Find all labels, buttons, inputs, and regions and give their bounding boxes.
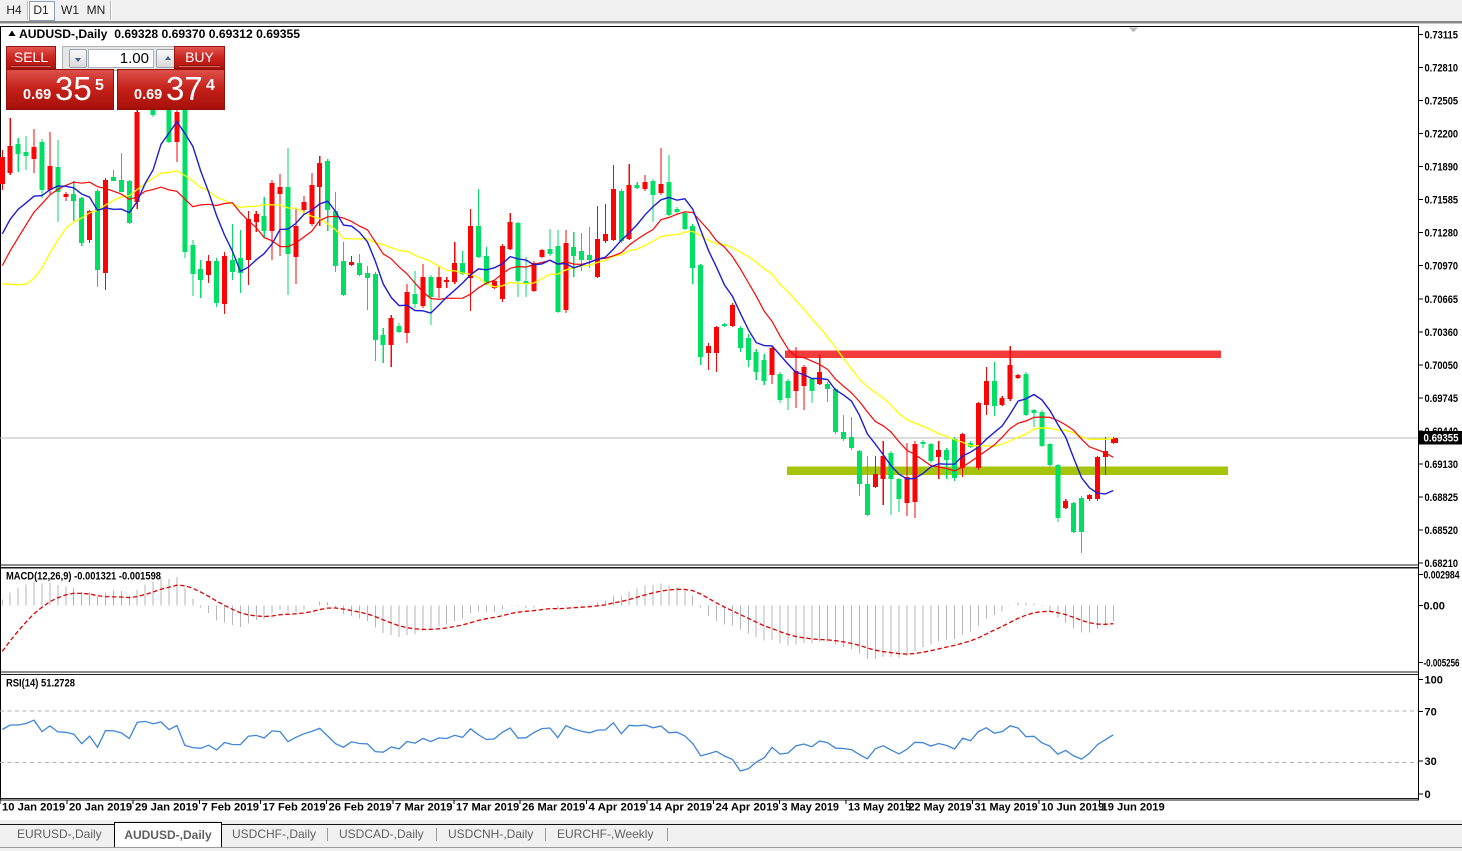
svg-text:3 May 2019: 3 May 2019	[782, 802, 840, 814]
svg-text:0.68520: 0.68520	[1425, 525, 1459, 537]
svg-text:0.69745: 0.69745	[1425, 393, 1459, 405]
svg-text:0.70665: 0.70665	[1425, 294, 1459, 306]
svg-text:0.72200: 0.72200	[1425, 129, 1459, 141]
svg-text:0.71280: 0.71280	[1425, 228, 1459, 240]
svg-text:0.68825: 0.68825	[1425, 492, 1459, 504]
svg-text:14 Apr 2019: 14 Apr 2019	[649, 802, 712, 814]
svg-text:17 Feb 2019: 17 Feb 2019	[263, 802, 326, 814]
svg-text:29 Jan 2019: 29 Jan 2019	[135, 802, 198, 814]
svg-text:100: 100	[1425, 674, 1443, 686]
svg-text:0.70360: 0.70360	[1425, 327, 1459, 339]
svg-text:19 Jun 2019: 19 Jun 2019	[1102, 802, 1165, 814]
svg-text:0.69355: 0.69355	[1424, 433, 1459, 445]
svg-text:31 May 2019: 31 May 2019	[975, 802, 1038, 814]
svg-text:0.70050: 0.70050	[1425, 360, 1459, 372]
svg-text:-0.005256: -0.005256	[1424, 657, 1460, 669]
svg-text:0.69130: 0.69130	[1425, 459, 1459, 471]
svg-text:0.71890: 0.71890	[1425, 162, 1459, 174]
svg-text:7 Feb 2019: 7 Feb 2019	[202, 802, 260, 814]
svg-text:26 Mar 2019: 26 Mar 2019	[522, 802, 585, 814]
svg-text:20 Jan 2019: 20 Jan 2019	[69, 802, 132, 814]
svg-text:0.002984: 0.002984	[1424, 570, 1461, 582]
svg-text:17 Mar 2019: 17 Mar 2019	[456, 802, 519, 814]
svg-text:AUDUSD-,Daily 0.69328 0.69370: AUDUSD-,Daily 0.69328 0.69370 0.69312 0.…	[19, 27, 300, 41]
svg-text:22 May 2019: 22 May 2019	[909, 802, 972, 814]
svg-text:0.71585: 0.71585	[1425, 195, 1459, 207]
svg-text:0.72810: 0.72810	[1425, 63, 1459, 75]
svg-text:0.73115: 0.73115	[1425, 30, 1459, 42]
svg-text:70: 70	[1425, 706, 1437, 718]
svg-text:0.70970: 0.70970	[1425, 261, 1459, 273]
svg-text:26 Feb 2019: 26 Feb 2019	[329, 802, 392, 814]
svg-text:30: 30	[1425, 756, 1437, 768]
svg-text:0.72505: 0.72505	[1425, 96, 1459, 108]
svg-text:13 May 2019: 13 May 2019	[848, 802, 911, 814]
svg-text:7 Mar 2019: 7 Mar 2019	[395, 802, 453, 814]
svg-text:0.00: 0.00	[1424, 600, 1445, 612]
svg-text:10 Jan 2019: 10 Jan 2019	[2, 802, 65, 814]
svg-text:RSI(14) 51.2728: RSI(14) 51.2728	[6, 678, 75, 690]
svg-text:4 Apr 2019: 4 Apr 2019	[589, 802, 647, 814]
svg-text:10 Jun 2019: 10 Jun 2019	[1041, 802, 1104, 814]
svg-text:24 Apr 2019: 24 Apr 2019	[716, 802, 779, 814]
svg-text:0.68210: 0.68210	[1425, 558, 1459, 570]
svg-text:0: 0	[1425, 789, 1431, 801]
svg-text:MACD(12,26,9) -0.001321 -0.001: MACD(12,26,9) -0.001321 -0.001598	[6, 571, 161, 583]
